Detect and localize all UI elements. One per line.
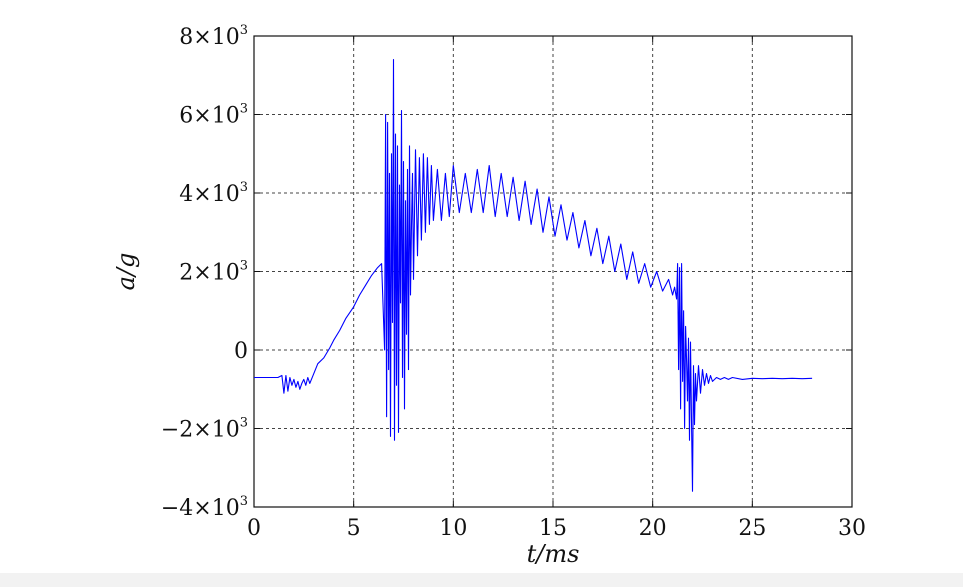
acceleration-series-line	[254, 59, 813, 492]
x-tick-label: 15	[539, 516, 567, 541]
y-tick-exponent: 3	[240, 102, 248, 117]
x-tick-label: 0	[247, 516, 261, 541]
y-tick-mantissa: −4×10	[161, 496, 240, 521]
y-tick-mantissa: 2×10	[179, 261, 239, 286]
y-tick-label: 2×103	[179, 259, 248, 286]
y-tick-mantissa: 4×10	[179, 182, 239, 207]
y-tick-label: 4×103	[179, 180, 248, 207]
x-tick-labels: 0 5 10 15 20 25 30	[247, 516, 866, 541]
x-tick-label: 25	[738, 516, 766, 541]
y-axis-label: a/g	[112, 253, 140, 291]
y-tick-mantissa: 8×10	[179, 25, 239, 50]
x-tick-label: 30	[838, 516, 866, 541]
y-tick-label: 6×103	[179, 102, 248, 129]
y-tick-label: −4×103	[161, 494, 248, 521]
chart-canvas: 0 5 10 15 20 25 30 8×1036×1034×1032×1030−2×103…	[112, 23, 866, 568]
y-tick-mantissa: 0	[234, 339, 248, 364]
y-tick-exponent: 3	[240, 494, 248, 509]
y-tick-exponent: 3	[240, 180, 248, 195]
y-tick-label: 0	[234, 339, 248, 364]
bottom-strip	[0, 573, 963, 587]
y-tick-exponent: 3	[240, 416, 248, 431]
x-tick-label: 20	[639, 516, 667, 541]
y-tick-label: −2×103	[161, 416, 248, 443]
tick-marks	[253, 35, 853, 508]
x-tick-label: 10	[439, 516, 467, 541]
y-tick-mantissa: −2×10	[161, 418, 240, 443]
x-axis-label: t/ms	[527, 540, 580, 568]
y-tick-exponent: 3	[240, 23, 248, 38]
y-tick-mantissa: 6×10	[179, 104, 239, 129]
grid-layer	[254, 36, 852, 507]
x-tick-label: 5	[347, 516, 361, 541]
y-tick-exponent: 3	[240, 259, 248, 274]
y-tick-label: 8×103	[179, 23, 248, 50]
